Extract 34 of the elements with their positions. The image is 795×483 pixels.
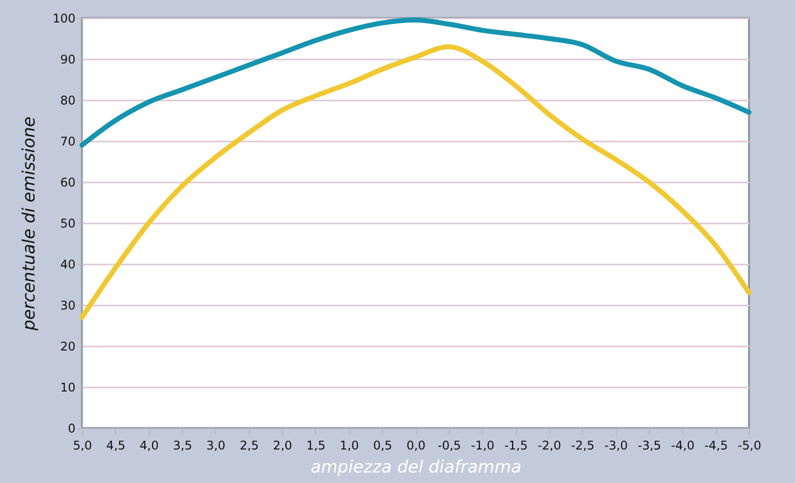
y-tick-label: 30	[60, 298, 76, 312]
x-tick-label: 0,5	[373, 438, 392, 452]
x-tick-label: 3,5	[173, 438, 192, 452]
y-tick-label: 60	[60, 176, 76, 190]
y-tick-label: 70	[60, 134, 76, 148]
x-tick-label: 3,0	[206, 438, 226, 452]
y-tick-label: 80	[60, 94, 76, 108]
x-tick-label: -3,5	[638, 438, 662, 452]
x-tick-label: -4,5	[704, 438, 728, 452]
x-tick-label: -0,5	[438, 438, 462, 452]
x-tick-label: 1,5	[306, 438, 326, 452]
x-tick-label: 5,0	[72, 438, 92, 452]
x-tick-label: -4,0	[671, 438, 695, 452]
x-tick-label: 4,0	[140, 438, 159, 452]
x-tick-label: -2,5	[571, 438, 594, 452]
y-tick-label: 90	[60, 52, 76, 66]
x-tick-label: 2,0	[273, 438, 292, 452]
y-tick-label: 40	[60, 258, 76, 272]
x-axis-title: ampiezza del diaframma	[310, 458, 522, 478]
x-tick-label: -3,0	[604, 438, 628, 452]
y-tick-label: 0	[68, 422, 76, 436]
x-tick-label: -5,0	[738, 438, 762, 452]
x-tick-label: 0,0	[406, 438, 426, 452]
x-tick-label: -2,0	[538, 438, 562, 452]
y-tick-label: 100	[52, 12, 76, 26]
y-axis-title: percentuale di emissione	[20, 116, 40, 332]
x-tick-label: 2,5	[240, 438, 259, 452]
y-tick-label: 20	[60, 340, 76, 354]
x-tick-label: -1,0	[470, 438, 494, 452]
y-tick-label: 10	[60, 380, 76, 394]
y-tick-label: 50	[60, 216, 76, 230]
x-tick-label: 1,0	[340, 438, 359, 452]
x-tick-label: -1,5	[504, 438, 528, 452]
x-tick-label: 4,5	[106, 438, 126, 452]
